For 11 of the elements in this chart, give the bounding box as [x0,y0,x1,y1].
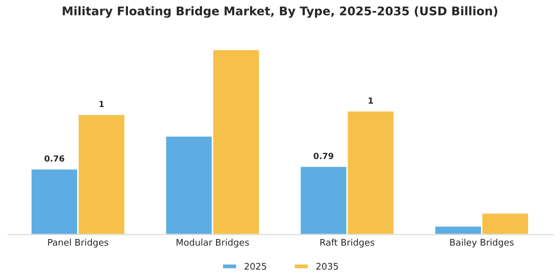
x-tick-label: Bailey Bridges [450,238,514,248]
data-label: 1 [100,100,104,108]
data-label: 0.79 [314,152,334,160]
x-tick-label: Panel Bridges [48,238,108,248]
data-label: 1 [368,97,373,104]
legend-label: 2025 [244,262,266,270]
legend-label: 2035 [316,262,338,270]
x-tick-label: Modular Bridges [176,238,249,248]
chart-title: Military Floating Bridge Market, By Type, 2025-2035 (USD Billion) [62,6,498,18]
data-label: 0.76 [44,155,64,162]
x-tick-label: Raft Bridges [320,238,374,248]
